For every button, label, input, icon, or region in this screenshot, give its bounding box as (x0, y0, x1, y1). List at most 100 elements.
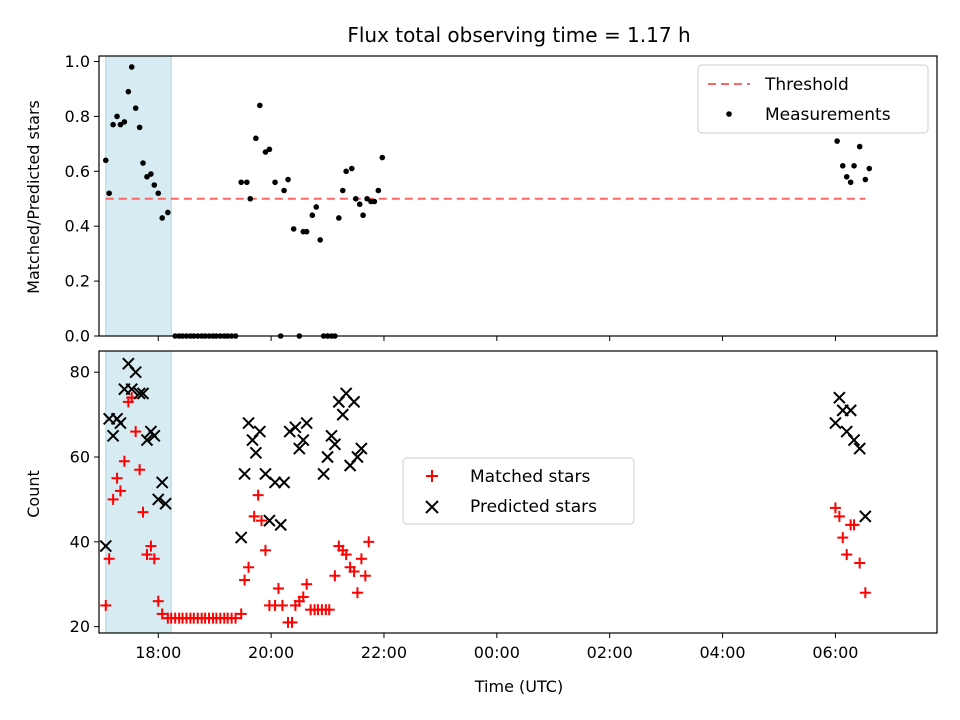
predicted-star-point (829, 416, 842, 430)
predicted-star-point (833, 391, 846, 404)
matched-star-point (114, 485, 126, 497)
matched-star-point (145, 540, 157, 552)
measurement-point (862, 176, 869, 183)
measurement-point (155, 190, 162, 197)
bottom-xtick-label: 00:00 (474, 643, 520, 662)
measurement-point (360, 212, 366, 219)
bottom-ytick-label: 60 (70, 448, 90, 467)
predicted-star-point (129, 365, 142, 379)
predicted-star-point (114, 416, 127, 430)
matched-star-point (134, 464, 146, 476)
matched-star-point (137, 506, 149, 518)
measurement-point (285, 176, 291, 183)
matched-star-point (848, 519, 860, 531)
matched-star-point (130, 426, 142, 438)
measurement-point (117, 121, 124, 128)
predicted-star-point (263, 514, 276, 527)
predicted-star-point (328, 438, 342, 451)
matched-star-point (340, 549, 352, 561)
predicted-star-point (859, 510, 872, 523)
measurement-point (148, 171, 154, 177)
predicted-star-point (847, 433, 861, 447)
matched-star-point (841, 549, 853, 561)
bottom-legend: Matched stars Predicted stars (402, 457, 635, 525)
highlight-span-top (105, 55, 172, 337)
top-ytick-label: 0.4 (65, 217, 90, 236)
matched-star-point (837, 532, 849, 544)
legend-predicted-swatch (425, 500, 439, 514)
predicted-star-point (148, 429, 161, 443)
legend-predicted-label: Predicted stars (470, 497, 597, 517)
matched-star-point (363, 536, 375, 548)
bottom-axes: 20 40 60 80 18:00 20:00 22:00 00:00 02:00 04:00 06… (70, 350, 938, 662)
matched-star-point (359, 570, 371, 582)
predicted-star-point (293, 442, 306, 455)
matched-stars-points (100, 392, 871, 628)
matched-star-point (239, 574, 251, 586)
matched-star-point (859, 587, 871, 599)
measurement-point (140, 160, 146, 166)
matched-star-point (118, 455, 130, 467)
top-ytick-label: 0.8 (65, 107, 90, 126)
chart-title: Flux total observing time = 1.17 h (347, 23, 690, 47)
predicted-star-point (136, 387, 150, 400)
predicted-star-point (106, 429, 120, 443)
measurement-point (121, 119, 128, 125)
measurement-point (843, 173, 850, 180)
measurement-points (102, 64, 873, 339)
bottom-xtick-label: 04:00 (700, 643, 746, 662)
predicted-star-point (336, 408, 349, 421)
matched-star-point (329, 570, 341, 582)
measurement-point (128, 64, 135, 70)
bottom-ytick-label: 80 (70, 363, 90, 382)
predicted-star-point (321, 450, 334, 464)
measurement-point (238, 179, 245, 186)
top-legend-frame (697, 64, 929, 134)
measurement-point (253, 135, 259, 142)
predicted-star-point (140, 433, 154, 447)
matched-star-point (111, 472, 123, 484)
measurement-point (839, 163, 846, 169)
predicted-star-point (844, 404, 857, 417)
bottom-xtick-label: 22:00 (361, 643, 407, 662)
matched-star-point (286, 616, 298, 628)
matched-star-point (141, 549, 153, 561)
measurement-point (343, 168, 349, 175)
predicted-star-point (297, 433, 310, 447)
predicted-star-point (277, 476, 291, 489)
bottom-xlabel: Time (UTC) (474, 677, 563, 696)
predicted-star-point (234, 531, 248, 544)
matched-star-point (276, 599, 288, 611)
predicted-star-point (238, 467, 251, 481)
measurement-point (244, 179, 250, 186)
measurement-point (165, 209, 171, 216)
predicted-star-point (125, 382, 138, 396)
matched-star-point (259, 544, 271, 556)
predicted-star-point (268, 476, 282, 489)
bottom-xtick-label: 02:00 (587, 643, 633, 662)
predicted-star-point (155, 476, 169, 489)
measurement-point (281, 187, 287, 194)
matched-star-point (256, 515, 268, 527)
matched-star-point (351, 587, 363, 599)
measurement-point (151, 182, 158, 188)
matched-star-point (156, 608, 168, 620)
measurement-point (257, 102, 263, 109)
measurement-point (349, 165, 355, 172)
measurement-point (303, 228, 310, 235)
matched-star-point (235, 608, 247, 620)
ratio-panel: Flux total observing time = 1.17 h Match… (24, 23, 938, 346)
measurement-point (317, 237, 324, 243)
measurement-point (106, 190, 112, 197)
matched-star-point (833, 510, 845, 522)
measurement-point (309, 212, 316, 219)
predicted-star-point (300, 416, 313, 430)
bottom-ytick-label: 20 (70, 617, 90, 636)
predicted-star-point (152, 493, 165, 506)
bottom-ytick-label: 40 (70, 532, 90, 551)
bottom-ylabel: Count (24, 470, 43, 518)
matched-star-point (107, 493, 119, 505)
matched-star-point (355, 553, 367, 565)
measurement-point (352, 195, 359, 202)
